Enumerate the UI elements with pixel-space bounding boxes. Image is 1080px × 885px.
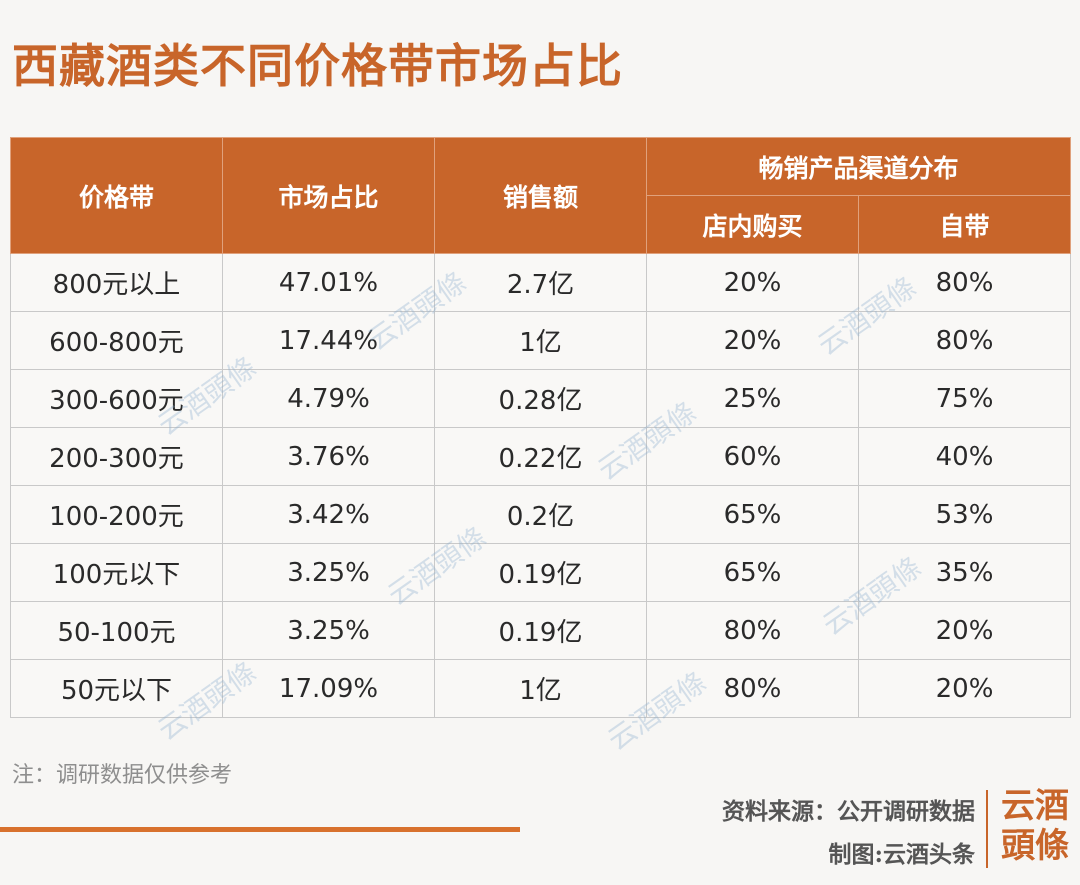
cell-price-band: 200-300元 <box>10 427 223 486</box>
header-self-bring: 自带 <box>857 195 1072 254</box>
cell-market-share: 17.44% <box>222 311 435 370</box>
accent-bar <box>0 827 520 832</box>
table-row: 600-800元 17.44% 1亿 20% 80% <box>10 311 1072 370</box>
cell-price-band: 50-100元 <box>10 601 223 660</box>
cell-market-share: 17.09% <box>222 659 435 718</box>
cell-sales: 0.19亿 <box>434 601 647 660</box>
header-sales: 销售额 <box>434 137 647 254</box>
cell-in-store: 65% <box>646 543 859 602</box>
cell-in-store: 20% <box>646 311 859 370</box>
cell-market-share: 3.25% <box>222 601 435 660</box>
table-row: 100-200元 3.42% 0.2亿 65% 53% <box>10 485 1072 544</box>
price-band-table: 价格带 市场占比 销售额 畅销产品渠道分布 店内购买 自带 800元以上 47.… <box>10 137 1072 718</box>
cell-market-share: 3.42% <box>222 485 435 544</box>
cell-sales: 0.28亿 <box>434 369 647 428</box>
brand-logo-line2: 頭條 <box>1001 826 1069 866</box>
cell-sales: 0.22亿 <box>434 427 647 486</box>
table-row: 800元以上 47.01% 2.7亿 20% 80% <box>10 253 1072 312</box>
table-row: 50元以下 17.09% 1亿 80% 20% <box>10 659 1072 718</box>
cell-sales: 0.19亿 <box>434 543 647 602</box>
cell-self-bring: 20% <box>857 601 1072 660</box>
cell-sales: 0.2亿 <box>434 485 647 544</box>
table-row: 200-300元 3.76% 0.22亿 60% 40% <box>10 427 1072 486</box>
cell-in-store: 80% <box>646 659 859 718</box>
cell-sales: 2.7亿 <box>434 253 647 312</box>
cell-price-band: 800元以上 <box>10 253 223 312</box>
cell-market-share: 3.25% <box>222 543 435 602</box>
cell-price-band: 300-600元 <box>10 369 223 428</box>
cell-self-bring: 20% <box>857 659 1072 718</box>
footnote: 注：调研数据仅供参考 <box>12 763 233 788</box>
table-row: 50-100元 3.25% 0.19亿 80% 20% <box>10 601 1072 660</box>
credit-line: 制图:云酒头条 <box>828 841 976 868</box>
cell-self-bring: 80% <box>857 253 1072 312</box>
source-line: 资料来源：公开调研数据 <box>722 798 975 825</box>
page-title: 西藏酒类不同价格带市场占比 <box>12 39 623 93</box>
cell-self-bring: 75% <box>857 369 1072 428</box>
cell-price-band: 600-800元 <box>10 311 223 370</box>
cell-in-store: 25% <box>646 369 859 428</box>
cell-self-bring: 53% <box>857 485 1072 544</box>
cell-in-store: 60% <box>646 427 859 486</box>
brand-logo: 云酒 頭條 <box>995 786 1075 866</box>
header-price-band: 价格带 <box>10 137 223 254</box>
cell-price-band: 100元以下 <box>10 543 223 602</box>
cell-self-bring: 35% <box>857 543 1072 602</box>
cell-sales: 1亿 <box>434 659 647 718</box>
cell-sales: 1亿 <box>434 311 647 370</box>
logo-divider <box>986 790 988 868</box>
cell-self-bring: 40% <box>857 427 1072 486</box>
source-credit: 资料来源：公开调研数据 制图:云酒头条 <box>722 790 975 876</box>
cell-market-share: 4.79% <box>222 369 435 428</box>
cell-price-band: 50元以下 <box>10 659 223 718</box>
cell-in-store: 65% <box>646 485 859 544</box>
cell-in-store: 80% <box>646 601 859 660</box>
cell-self-bring: 80% <box>857 311 1072 370</box>
cell-price-band: 100-200元 <box>10 485 223 544</box>
brand-logo-line1: 云酒 <box>1001 786 1069 826</box>
header-market-share: 市场占比 <box>222 137 435 254</box>
header-channel-distribution: 畅销产品渠道分布 <box>645 137 1072 196</box>
table-row: 300-600元 4.79% 0.28亿 25% 75% <box>10 369 1072 428</box>
cell-market-share: 3.76% <box>222 427 435 486</box>
table-row: 100元以下 3.25% 0.19亿 65% 35% <box>10 543 1072 602</box>
cell-market-share: 47.01% <box>222 253 435 312</box>
header-in-store: 店内购买 <box>646 195 859 254</box>
cell-in-store: 20% <box>646 253 859 312</box>
